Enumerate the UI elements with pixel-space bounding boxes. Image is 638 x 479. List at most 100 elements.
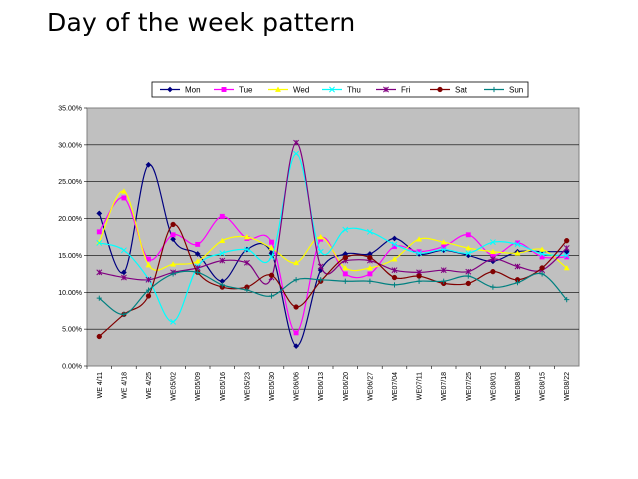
- series-wed-point: [243, 233, 250, 240]
- series-fri-point: [96, 269, 103, 276]
- series-tue-point: [269, 239, 274, 245]
- legend-marker-wed: [274, 86, 282, 92]
- series-fri-point: [489, 256, 496, 263]
- x-tick-label: WE05/02: [171, 372, 178, 401]
- series-fri-point: [243, 259, 250, 266]
- series-thu-point: [366, 228, 373, 235]
- legend-item-sat: Sat: [430, 86, 468, 95]
- series-thu-point: [268, 253, 275, 260]
- plot-area: [86, 107, 580, 367]
- x-tick-label: WE 4/18: [121, 372, 128, 399]
- legend-label-sat: Sat: [455, 86, 468, 95]
- series-sun-point: [293, 277, 299, 283]
- series-sat-point: [539, 265, 545, 271]
- series-sun-point: [564, 297, 570, 303]
- series-tue-point: [121, 195, 127, 201]
- series-fri-point: [465, 268, 472, 275]
- series-sun-point: [342, 278, 348, 284]
- series-sun-point: [391, 282, 398, 288]
- series-tue-point: [219, 213, 225, 219]
- y-tick-label: 35.00%: [58, 106, 82, 113]
- x-tick-label: WE08/15: [540, 372, 547, 401]
- y-tick-label: 20.00%: [58, 216, 82, 223]
- series-thu-point: [563, 252, 570, 259]
- y-tick-label: 30.00%: [58, 142, 82, 149]
- series-tue-point: [367, 271, 373, 277]
- series-wed-point: [293, 259, 300, 266]
- x-tick-label: WE05/23: [244, 372, 251, 401]
- legend-marker-sat: [437, 86, 443, 93]
- series-thu-point: [416, 250, 423, 257]
- x-axis: WE 4/11 WE 4/18 WE 4/25 WE05/02 WE05/09 WE05/…: [86, 366, 571, 401]
- series-tue-point: [195, 241, 201, 247]
- legend-item-fri: Fri: [376, 86, 411, 95]
- series-sun-point: [367, 278, 373, 284]
- series-thu-point: [293, 150, 300, 157]
- series-thu-point: [391, 241, 398, 248]
- legend-label-thu: Thu: [347, 86, 361, 95]
- series-thu-point: [465, 250, 472, 257]
- series-wed-point: [317, 233, 324, 240]
- y-tick-label: 10.00%: [58, 290, 82, 297]
- series-sun-point: [318, 277, 324, 283]
- series-mon-point: [96, 210, 103, 217]
- legend-marker-fri: [383, 86, 389, 93]
- series-sun-point: [145, 287, 152, 293]
- x-tick-label: WE06/06: [294, 372, 301, 401]
- series-tue-point: [96, 229, 102, 235]
- series-wed-point: [563, 264, 570, 271]
- series-thu-point: [170, 318, 177, 325]
- legend-label-sun: Sun: [509, 86, 523, 95]
- legend-label-wed: Wed: [293, 86, 309, 95]
- series-wed-point: [489, 248, 496, 255]
- series-fri-point: [293, 139, 300, 146]
- x-tick-label: WE08/01: [490, 372, 497, 401]
- series-sat-point: [391, 274, 398, 281]
- series-wed-point: [145, 261, 152, 268]
- gridlines: [87, 144, 579, 330]
- series-sun-point: [514, 280, 521, 286]
- series-wed-point: [391, 255, 398, 262]
- series-sun-point: [268, 293, 275, 299]
- series-thu-point: [96, 239, 103, 246]
- series-wed-point: [514, 250, 521, 256]
- legend-item-sun: Sun: [484, 86, 523, 95]
- y-tick-label: 15.00%: [58, 253, 82, 260]
- series-sat-point: [367, 254, 373, 261]
- series-tue-point: [515, 240, 520, 246]
- series-wed-point: [120, 188, 127, 194]
- series-thu-point: [440, 246, 447, 253]
- x-tick-label: WE07/11: [417, 372, 424, 400]
- series-sun-point: [465, 273, 471, 279]
- legend-item-thu: Thu: [322, 86, 361, 95]
- series-sat-point: [342, 254, 348, 261]
- series-wed-point: [366, 264, 373, 271]
- x-tick-label: WE07/18: [441, 372, 448, 401]
- series-wed-point: [170, 261, 177, 267]
- legend-label-fri: Fri: [401, 86, 411, 95]
- x-tick-label: WE06/27: [367, 372, 374, 401]
- x-tick-label: WE 4/11: [97, 372, 104, 398]
- series-sun: [96, 269, 570, 317]
- x-tick-label: WE07/25: [466, 372, 473, 401]
- series-sun-point: [170, 271, 176, 277]
- x-tick-label: WE05/09: [195, 372, 202, 401]
- series-thu-point: [489, 239, 496, 246]
- series-thu-point: [243, 246, 250, 253]
- series-sun-point: [96, 295, 102, 301]
- series-sun-point: [195, 269, 201, 275]
- series-tue-point: [416, 249, 422, 255]
- series-sun-point: [244, 287, 250, 293]
- series-sat-point: [268, 272, 275, 278]
- series-mon-point: [391, 235, 398, 242]
- legend-label-tue: Tue: [239, 86, 253, 95]
- series-wed-point: [440, 239, 447, 245]
- series-wed-point: [342, 264, 349, 271]
- x-tick-label: WE06/20: [343, 372, 350, 401]
- series-sun-point: [441, 278, 447, 284]
- legend-item-wed: Wed: [268, 86, 309, 95]
- series-mon-point: [563, 248, 570, 255]
- x-tick-label: WE 4/25: [146, 372, 153, 399]
- series-fri-point: [120, 274, 127, 281]
